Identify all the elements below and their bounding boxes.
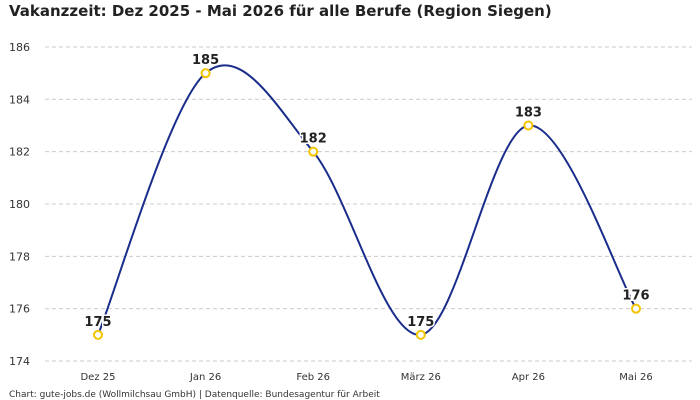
data-point bbox=[631, 303, 641, 314]
y-tick-label: 174 bbox=[9, 355, 30, 368]
x-tick-label: Jan 26 bbox=[189, 372, 221, 383]
x-tick-label: Dez 25 bbox=[80, 372, 115, 383]
data-label: 185 bbox=[192, 53, 219, 68]
data-point bbox=[308, 146, 319, 157]
x-tick-label: Apr 26 bbox=[512, 372, 545, 383]
y-tick-label: 178 bbox=[9, 250, 30, 263]
data-markers bbox=[93, 68, 641, 340]
y-tick-label: 176 bbox=[9, 303, 30, 316]
y-tick-label: 184 bbox=[9, 93, 30, 106]
data-point bbox=[415, 329, 426, 340]
data-point bbox=[93, 329, 103, 340]
series-line bbox=[97, 64, 637, 336]
y-tick-label: 180 bbox=[9, 198, 30, 211]
data-label: 182 bbox=[300, 132, 327, 147]
y-tick-label: 182 bbox=[9, 146, 30, 159]
data-label: 183 bbox=[515, 106, 542, 121]
x-tick-label: Mai 26 bbox=[619, 372, 652, 383]
data-point bbox=[200, 68, 211, 79]
y-tick-label: 186 bbox=[9, 41, 30, 54]
data-point bbox=[523, 120, 534, 131]
x-tick-label: Feb 26 bbox=[296, 372, 330, 383]
grid-lines bbox=[45, 46, 692, 362]
x-axis-ticks: Dez 25 Jan 26 Feb 26 März 26 Apr 26 Mai 26 bbox=[80, 372, 652, 383]
chart-title: Vakanzzeit: Dez 2025 - Mai 2026 für alle… bbox=[9, 2, 552, 20]
chart-source: Chart: gute-jobs.de (Wollmilchsau GmbH) … bbox=[9, 390, 380, 400]
y-axis-ticks: 174 176 178 180 182 184 186 bbox=[9, 41, 30, 368]
data-labels: 175 185 182 175 183 176 bbox=[83, 52, 651, 332]
x-tick-label: März 26 bbox=[401, 372, 441, 383]
data-label: 175 bbox=[407, 315, 434, 330]
data-label: 175 bbox=[84, 315, 111, 330]
data-label: 176 bbox=[622, 289, 649, 304]
